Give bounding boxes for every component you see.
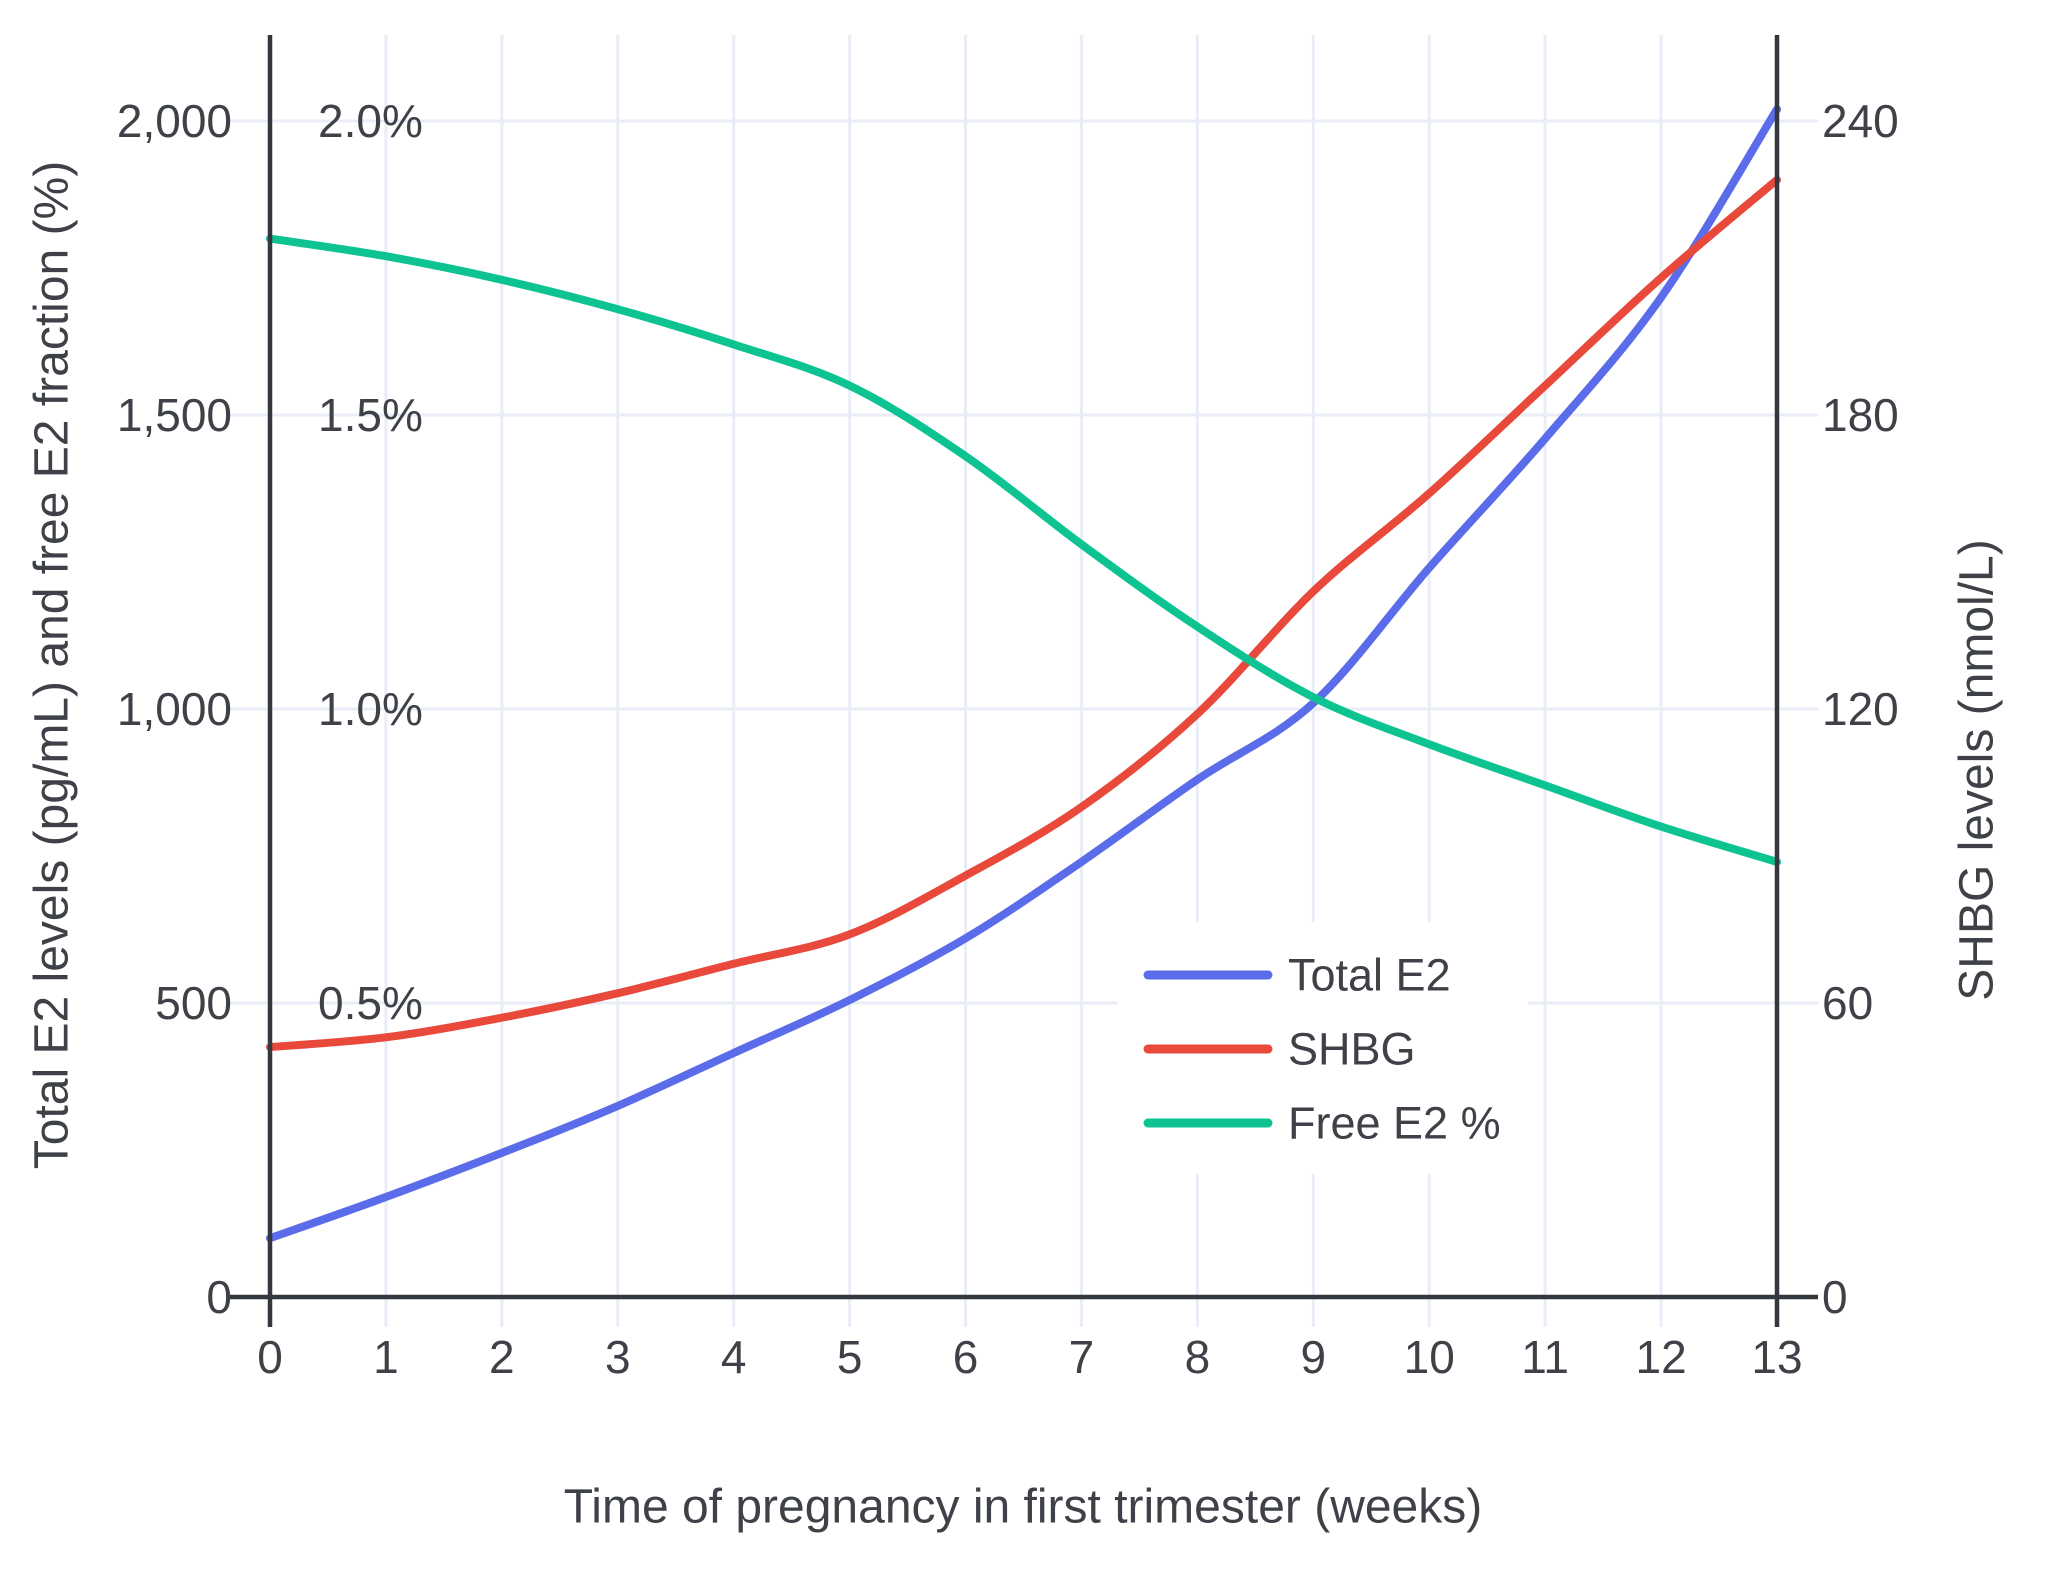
x-axis-tick-label: 13 [1751, 1331, 1802, 1383]
x-axis-tick-label: 4 [721, 1331, 747, 1383]
x-axis-tick-label: 10 [1404, 1331, 1455, 1383]
x-axis-tick-label: 2 [489, 1331, 515, 1383]
percent-tick-label: 2.0% [318, 95, 423, 147]
percent-tick-label: 1.0% [318, 683, 423, 735]
x-axis-tick-label: 7 [1069, 1331, 1095, 1383]
legend-label-shbg: SHBG [1288, 1024, 1416, 1075]
tick-label-layer: 05001,0001,5002,0000.5%1.0%1.5%2.0%06012… [117, 95, 1899, 1383]
x-axis-tick-label: 6 [953, 1331, 979, 1383]
x-axis-tick-label: 3 [605, 1331, 631, 1383]
y-axis-left-tick-label: 500 [155, 977, 232, 1029]
y-axis-title-left: Total E2 levels (pg/mL) and free E2 frac… [26, 161, 79, 1169]
legend: Total E2 SHBG Free E2 % [1143, 950, 1501, 1149]
y-axis-left-tick-label: 0 [206, 1271, 232, 1323]
y-axis-title-right: SHBG levels (nmol/L) [1951, 539, 2004, 1000]
x-axis-tick-label: 9 [1301, 1331, 1327, 1383]
x-axis-tick-label: 11 [1521, 1331, 1569, 1383]
axis-layer [228, 35, 1818, 1327]
y-axis-left-tick-label: 2,000 [117, 95, 232, 147]
free-e2-line [266, 234, 1781, 866]
total-e2-line [266, 105, 1781, 1243]
y-axis-left-tick-label: 1,500 [117, 389, 232, 441]
grid-layer [228, 35, 1818, 1327]
x-axis-tick-label: 5 [837, 1331, 863, 1383]
legend-label-total-e2: Total E2 [1288, 950, 1451, 1001]
percent-tick-label: 1.5% [318, 389, 423, 441]
shbg-line [266, 175, 1781, 1052]
y-axis-right-tick-label: 240 [1822, 95, 1899, 147]
x-axis-tick-label: 0 [257, 1331, 283, 1383]
legend-item-free-e2: Free E2 % [1143, 1098, 1501, 1149]
percent-tick-label: 0.5% [318, 977, 423, 1029]
y-axis-left-tick-label: 1,000 [117, 683, 232, 735]
y-axis-right-tick-label: 0 [1822, 1271, 1848, 1323]
y-axis-right-tick-label: 60 [1822, 977, 1873, 1029]
y-axis-right-tick-label: 180 [1822, 389, 1899, 441]
legend-label-free-e2: Free E2 % [1288, 1098, 1501, 1149]
legend-item-shbg: SHBG [1143, 1024, 1416, 1075]
x-axis-tick-label: 8 [1185, 1331, 1211, 1383]
legend-item-total-e2: Total E2 [1143, 950, 1451, 1001]
x-axis-title: Time of pregnancy in first trimester (we… [564, 1481, 1482, 1534]
y-axis-right-tick-label: 120 [1822, 683, 1899, 735]
x-axis-tick-label: 12 [1635, 1331, 1686, 1383]
x-axis-tick-label: 1 [373, 1331, 399, 1383]
curve-layer [266, 105, 1781, 1243]
